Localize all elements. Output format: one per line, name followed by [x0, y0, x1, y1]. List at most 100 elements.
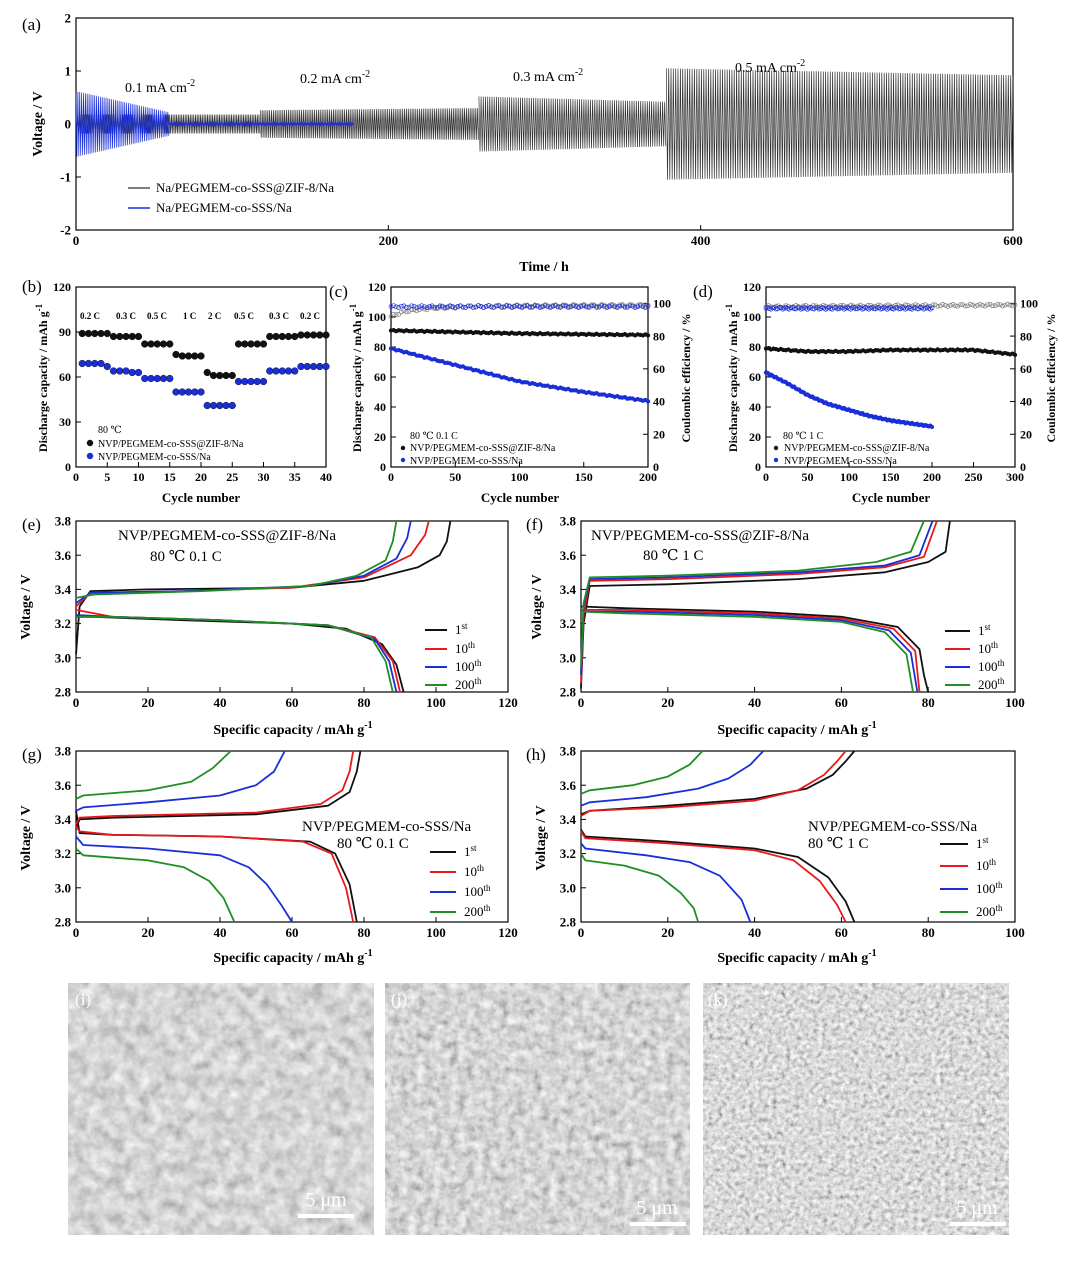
rate-point-b-0-6	[116, 332, 124, 341]
legend-c-marker-0	[400, 445, 406, 451]
cycle-point-c-3-75	[581, 303, 587, 309]
cycle-point-c-3-1	[391, 303, 396, 309]
x-tick-label-g-0: 0	[73, 925, 80, 940]
axis-title-b-y-text: Discharge capacity / mAh g	[36, 311, 50, 452]
annotation-a-0: 0.1 mA cm-2	[125, 78, 195, 96]
legend-d-label-1: NVP/PEGMEM-co-SSS/Na	[784, 456, 897, 467]
cycle-point-c-3-0	[388, 304, 394, 309]
cycle-point-c-3-86	[609, 303, 615, 309]
cycle-point-c-3-94	[630, 303, 635, 309]
cycle-point-c-2-97	[637, 302, 643, 307]
axis-title-b-x: Cycle number	[162, 490, 241, 505]
cycle-point-c-3-17	[432, 304, 438, 310]
rate-point-b-0-35	[297, 331, 305, 339]
axis-title-f-x: Specific capacity / mAh g-1	[717, 720, 876, 738]
cycle-point-c-2-4	[398, 309, 404, 315]
discharge-curve-f-3	[580, 610, 914, 693]
y-tick-label-f-3: 3.4	[560, 582, 577, 597]
cycle-point-d-2-85	[975, 302, 980, 308]
rate-point-b-0-29	[259, 340, 268, 348]
cycle-legend-g-text-1: 10th	[464, 863, 485, 879]
cycle-point-c-3-52	[522, 303, 527, 309]
cycle-legend-h-sup-1: th	[989, 857, 997, 867]
cycle-point-c-3-2	[393, 304, 399, 310]
discharge-curve-e-0	[76, 615, 405, 693]
annotation-a-3: 0.5 mA cm-2	[735, 58, 805, 76]
cycle-point-c-3-93	[627, 303, 633, 309]
y-tick-label-d-0: 0	[755, 460, 761, 474]
cycle-point-c-3-45	[504, 303, 509, 309]
voltage-trace-a-0-3	[478, 96, 667, 152]
cycle-point-c-3-28	[460, 304, 466, 310]
cycle-point-c-3-8	[409, 303, 414, 309]
rate-point-b-1-8	[128, 368, 136, 377]
y-tick-label-d-1: 20	[749, 430, 761, 444]
cycle-point-c-3-5	[401, 303, 407, 309]
cycle-point-c-3-61	[545, 304, 551, 310]
y2-tick-label-c-4: 80	[653, 329, 665, 343]
cycle-legend-g-n-2: 100	[464, 884, 484, 899]
cycle-point-d-2-91	[990, 303, 995, 309]
cycle-point-c-3-4	[398, 303, 404, 309]
cycle-legend-h-n-2: 100	[976, 881, 996, 896]
rate-label-b-2: 0.5 C	[147, 311, 167, 321]
discharge-curve-h-1	[580, 830, 847, 923]
axis-title-d-x: Cycle number	[852, 490, 931, 505]
axis-title-e-y: Voltage / V	[19, 574, 34, 639]
charge-curve-f-1	[580, 520, 938, 684]
x-tick-label-g-3: 60	[286, 925, 299, 940]
rate-point-b-1-20	[203, 401, 211, 410]
cycle-point-c-2-100	[645, 302, 651, 308]
rate-point-b-0-21	[209, 371, 218, 380]
axis-title-g-x-text: Specific capacity / mAh g	[213, 951, 364, 966]
rate-point-b-0-39	[322, 331, 330, 339]
x-tick-label-g-2: 40	[214, 925, 227, 940]
x-tick-label-b-2: 10	[133, 470, 145, 484]
rate-point-b-0-36	[303, 331, 311, 339]
annotation-a-3-text: 0.5 mA cm	[735, 61, 797, 76]
cycle-point-c-3-63	[550, 304, 556, 309]
rate-point-b-1-23	[222, 401, 230, 410]
legend-d-marker-0	[773, 445, 779, 451]
cycle-point-d-2-39	[860, 303, 866, 309]
cycle-point-d-2-93	[995, 301, 1000, 307]
cycle-point-c-3-19	[437, 303, 443, 309]
cycle-point-c-2-16	[429, 304, 435, 310]
rate-point-b-1-39	[322, 362, 330, 371]
cycle-point-c-3-15	[427, 303, 432, 309]
rate-point-b-0-23	[222, 371, 230, 380]
y-tick-label-c-3: 60	[374, 370, 386, 384]
x-tick-label-c-4: 200	[639, 470, 657, 484]
rate-point-b-0-38	[316, 331, 324, 339]
cycle-point-d-2-74	[947, 302, 953, 308]
annotation-a-2: 0.3 mA cm-2	[513, 67, 583, 85]
x-tick-label-e-4: 80	[358, 695, 371, 710]
cycle-legend-g-sup-1: th	[477, 863, 485, 873]
rate-point-b-0-9	[134, 332, 143, 341]
annotation-a-1: 0.2 mA cm-2	[300, 69, 370, 87]
cycle-point-c-3-9	[411, 303, 417, 309]
x-tick-label-e-2: 40	[214, 695, 227, 710]
cycle-legend-f-n-1: 10	[978, 641, 991, 656]
rate-point-b-1-33	[284, 367, 293, 375]
rate-point-b-1-4	[103, 362, 111, 371]
y-tick-label-b-2: 60	[59, 370, 71, 384]
annotation-a-1-sup: -2	[362, 69, 370, 80]
annotation-a-2-sup: -2	[575, 67, 583, 78]
axis-title-e-x: Specific capacity / mAh g-1	[213, 720, 372, 738]
cycle-point-c-3-71	[571, 303, 576, 309]
y-tick-label-a-1: -1	[60, 170, 71, 185]
cycle-legend-f-text-0: 1st	[978, 622, 991, 638]
charge-curve-h-1	[580, 750, 847, 817]
y-tick-label-g-5: 3.8	[55, 744, 72, 759]
x-tick-label-f-3: 60	[835, 695, 848, 710]
charge-curve-g-2	[75, 750, 286, 812]
rate-point-b-1-24	[228, 401, 236, 410]
cycle-point-c-3-23	[447, 303, 453, 309]
x-tick-label-f-4: 80	[922, 695, 935, 710]
plot-frame-h	[580, 750, 1016, 923]
y-tick-label-c-0: 0	[380, 460, 386, 474]
y-tick-label-d-6: 120	[743, 280, 761, 294]
rate-point-b-1-37	[309, 362, 318, 371]
discharge-curve-g-1	[75, 825, 355, 923]
